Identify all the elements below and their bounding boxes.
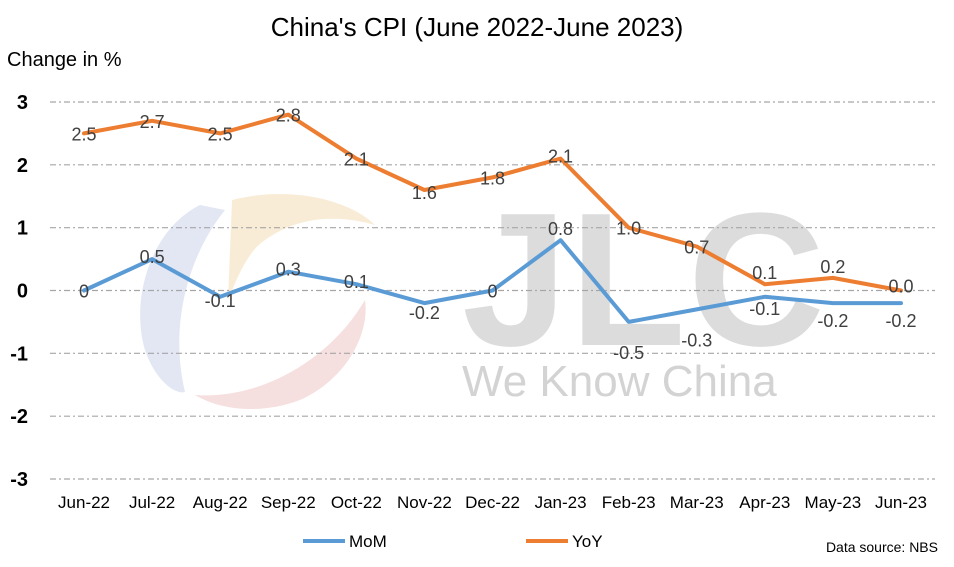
chart-legend: MoM YoY [303,532,603,551]
y-tick-label: 1 [17,218,28,240]
x-tick-label: Feb-23 [602,493,656,512]
watermark-tagline: We Know China [462,357,777,406]
data-label-mom: -0.5 [613,343,644,363]
data-label-yoy: 2.5 [208,124,233,144]
x-tick-label: Nov-22 [397,493,452,512]
gridlines [50,101,935,480]
x-tick-label: Dec-22 [465,493,520,512]
y-axis-label: Change in % [7,49,122,71]
data-label-yoy: 1.6 [412,183,437,203]
data-labels: 0 0.5 -0.1 0.3 0.1 -0.2 0 0.8 -0.5 -0.3 -0.1 -0.2 -0… [72,106,917,363]
x-tick-label: Jan-23 [535,493,587,512]
data-label-mom: -0.1 [749,299,780,319]
data-label-yoy: 1.0 [616,219,641,239]
data-label-yoy: 0.7 [684,238,709,258]
x-tick-label: Jun-22 [58,493,110,512]
data-label-yoy: 2.5 [72,124,97,144]
data-label-yoy: 0.0 [888,277,913,297]
data-label-yoy: 2.7 [140,112,165,132]
x-tick-label: Jul-22 [129,493,175,512]
data-label-mom: -0.2 [817,311,848,331]
x-tick-label: Aug-22 [193,493,248,512]
data-label-yoy: 2.8 [276,106,301,126]
data-label-yoy: 2.1 [344,150,369,170]
x-tick-label: Mar-23 [670,493,724,512]
y-tick-label: -1 [10,343,28,365]
series-lines [82,112,903,324]
y-tick-labels: 3 2 1 0 -1 -2 -3 [10,92,28,491]
data-label-mom: 0.1 [344,272,369,292]
chart-title: China's CPI (June 2022-June 2023) [271,12,684,42]
data-label-mom: -0.3 [681,330,712,350]
data-label-yoy: 0.2 [820,257,845,277]
y-tick-label: -2 [10,406,28,428]
data-label-yoy: 2.1 [548,147,573,167]
watermark-logo-text: JLC [462,174,827,386]
x-tick-label: Sep-22 [261,493,316,512]
watermark-blue-shape [140,205,225,393]
legend-label-mom: MoM [349,532,387,551]
data-label-yoy: 1.8 [480,168,505,188]
y-tick-label: 2 [17,155,28,177]
x-tick-label: Apr-23 [739,493,790,512]
data-label-mom: -0.2 [409,303,440,323]
series-line-yoy [82,112,903,293]
jlc-watermark-logo: JLC We Know China [140,174,827,410]
data-label-yoy: 0.1 [752,263,777,283]
legend-label-yoy: YoY [572,532,603,551]
data-label-mom: 0.3 [276,260,301,280]
x-tick-label: May-23 [805,493,862,512]
data-label-mom: 0.8 [548,219,573,239]
data-label-mom: 0.5 [140,247,165,267]
x-tick-labels: Jun-22 Jul-22 Aug-22 Sep-22 Oct-22 Nov-22 Dec-… [58,493,927,512]
watermark-yellow-shape [228,194,375,300]
watermark-pink-shape [195,300,366,410]
data-source-note: Data source: NBS [826,539,938,555]
x-tick-label: Jun-23 [875,493,927,512]
data-label-mom: 0 [79,282,89,302]
y-tick-label: 3 [17,92,28,114]
data-label-mom: 0 [487,282,497,302]
y-tick-label: -3 [10,469,28,491]
data-label-mom: -0.1 [205,291,236,311]
x-tick-label: Oct-22 [331,493,382,512]
y-tick-label: 0 [17,281,28,303]
series-line-mom [82,238,903,324]
data-label-mom: -0.2 [885,311,916,331]
